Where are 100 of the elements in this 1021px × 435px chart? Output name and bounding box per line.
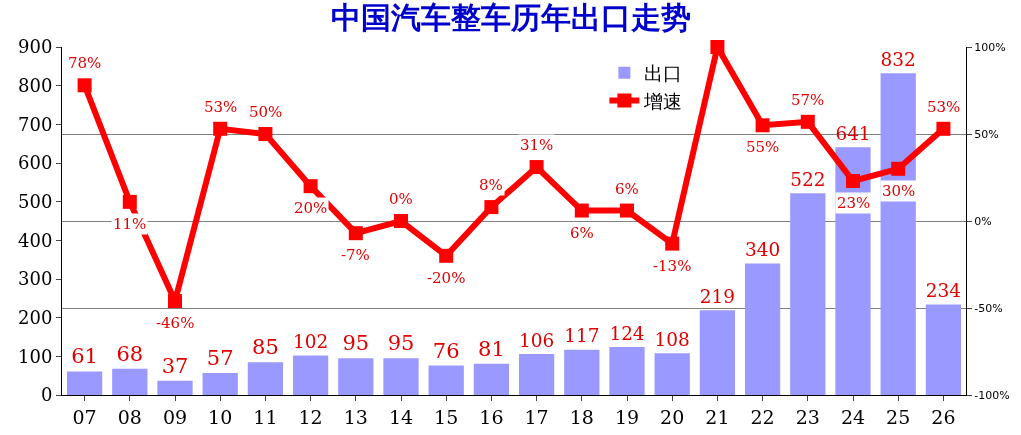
- bar: [835, 147, 871, 395]
- bar: [609, 347, 645, 395]
- x-tick-label: 26: [931, 405, 956, 428]
- y-tick-label: 700: [18, 113, 53, 135]
- data-label: 0%: [389, 190, 413, 208]
- data-label: 106: [518, 329, 555, 351]
- point: [258, 127, 273, 141]
- point: [348, 226, 363, 241]
- data-label: 30%: [882, 182, 916, 200]
- y-tick-label: 800: [18, 74, 53, 96]
- data-label: 522: [790, 168, 826, 190]
- data-label: 68: [116, 341, 144, 366]
- data-label: 340: [744, 239, 781, 261]
- y2-tick-label: -100%: [974, 388, 1010, 402]
- point: [665, 236, 680, 251]
- x-tick-label: 17: [524, 405, 549, 428]
- y-tick-label: 100: [18, 345, 53, 367]
- point: [710, 40, 725, 54]
- data-label: 8%: [479, 176, 503, 194]
- data-label: -46%: [156, 314, 195, 332]
- x-tick-label: 22: [750, 405, 775, 428]
- x-tick-label: 11: [253, 405, 278, 428]
- data-label: 57: [206, 345, 234, 370]
- point: [122, 194, 137, 209]
- x-tick-label: 14: [388, 405, 414, 428]
- data-label: 81: [478, 336, 505, 361]
- data-label: 78%: [68, 54, 102, 72]
- x-tick-label: 23: [795, 405, 820, 428]
- point: [936, 121, 951, 136]
- data-label: 61: [71, 344, 98, 369]
- x-tick-label: 16: [479, 405, 504, 428]
- data-label: 50%: [249, 103, 283, 121]
- data-label: 234: [925, 280, 962, 302]
- data-label: 53%: [927, 98, 961, 116]
- chart-title: 中国汽车整车历年出口走势: [330, 0, 691, 35]
- data-label: 57%: [791, 91, 825, 109]
- bar: [699, 310, 736, 395]
- point: [484, 200, 499, 215]
- bar: [473, 363, 510, 395]
- x-tick-label: 13: [343, 405, 368, 428]
- y-tick-label: 300: [18, 268, 53, 290]
- data-label: 6%: [570, 224, 594, 242]
- bar: [157, 380, 193, 395]
- data-label: 76: [432, 338, 460, 363]
- data-label: 31%: [520, 136, 554, 154]
- bar: [383, 358, 419, 395]
- data-label: 117: [564, 325, 600, 347]
- point: [800, 114, 815, 129]
- y2-tick-label: -50%: [974, 301, 1003, 315]
- point: [303, 179, 318, 194]
- y-tick-label: 500: [18, 190, 53, 212]
- x-tick-label: 12: [298, 405, 323, 428]
- bar: [338, 358, 374, 395]
- x-tick-label: 20: [660, 405, 685, 428]
- point: [891, 161, 906, 176]
- point: [394, 214, 408, 228]
- x-tick-label: 09: [162, 405, 188, 428]
- data-label: 11%: [113, 215, 147, 233]
- y2-tick-label: 100%: [974, 40, 1006, 54]
- data-label: -7%: [341, 246, 370, 264]
- bar: [564, 349, 600, 395]
- data-label: 832: [880, 48, 916, 70]
- y2-tick-label: 0%: [974, 214, 992, 228]
- point: [77, 78, 92, 93]
- bar: [202, 372, 238, 395]
- y-tick-label: 600: [18, 152, 53, 174]
- data-label: 219: [699, 285, 736, 307]
- legend-label: 出口: [644, 62, 683, 85]
- y-tick-label: 200: [18, 306, 53, 328]
- bar: [247, 362, 284, 395]
- point: [620, 203, 634, 218]
- point: [439, 248, 454, 263]
- x-tick-label: 07: [72, 405, 97, 428]
- x-tick-label: 24: [840, 405, 866, 428]
- y2-tick-label: 50%: [974, 127, 999, 141]
- point: [574, 203, 589, 218]
- x-tick-label: 18: [569, 405, 594, 428]
- data-label: 95: [342, 331, 370, 356]
- bar: [880, 73, 916, 395]
- bar: [790, 193, 826, 395]
- point: [213, 121, 228, 136]
- data-label: 23%: [837, 194, 871, 212]
- data-label: 124: [609, 322, 645, 344]
- data-label: 53%: [204, 98, 238, 116]
- bar: [112, 368, 148, 395]
- x-tick-label: 10: [208, 405, 233, 428]
- x-tick-label: 15: [434, 405, 459, 428]
- data-label: 102: [292, 331, 329, 353]
- y-tick-label: 900: [18, 36, 53, 58]
- legend-label: 增速: [643, 89, 683, 112]
- data-label: 85: [252, 335, 279, 360]
- bar: [292, 355, 329, 395]
- data-label: 20%: [294, 199, 328, 217]
- point: [755, 118, 770, 133]
- bar: [744, 263, 781, 395]
- y-tick-label: 0: [40, 384, 53, 406]
- data-label: -13%: [653, 257, 692, 275]
- x-tick-label: 08: [117, 405, 142, 428]
- y-tick-label: 400: [18, 229, 53, 251]
- bar: [925, 304, 962, 395]
